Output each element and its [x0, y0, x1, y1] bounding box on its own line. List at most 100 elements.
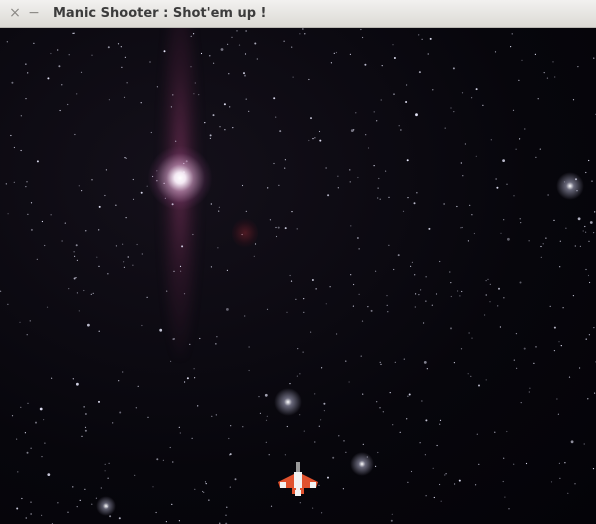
star	[503, 457, 505, 459]
star	[132, 264, 134, 266]
star	[503, 297, 505, 299]
star	[43, 419, 45, 421]
star	[515, 333, 518, 335]
star	[496, 186, 499, 189]
star	[502, 480, 504, 483]
star	[64, 222, 66, 224]
star	[30, 447, 32, 449]
star	[533, 362, 535, 364]
minimize-icon[interactable]: −	[28, 5, 40, 21]
star	[370, 309, 373, 312]
star	[391, 513, 393, 515]
star	[594, 392, 596, 394]
star	[321, 512, 323, 514]
star	[332, 456, 335, 459]
star	[342, 488, 344, 490]
star	[227, 43, 229, 45]
star	[439, 423, 441, 425]
star	[109, 515, 112, 518]
star	[275, 235, 278, 238]
star	[78, 185, 80, 187]
star	[415, 113, 418, 117]
star	[529, 387, 531, 389]
player-spaceship-icon	[278, 462, 318, 496]
star	[20, 406, 22, 408]
star	[484, 314, 486, 316]
star	[104, 470, 106, 472]
star	[513, 463, 515, 465]
star	[217, 247, 219, 249]
star	[81, 190, 83, 192]
star	[226, 308, 229, 311]
star	[291, 211, 293, 213]
star	[107, 46, 110, 49]
star	[30, 228, 33, 231]
star	[119, 411, 122, 414]
star	[198, 94, 200, 96]
star	[520, 222, 522, 224]
glowing-star	[350, 452, 374, 476]
star	[450, 327, 452, 330]
star	[454, 483, 456, 485]
star	[585, 171, 587, 174]
star	[420, 289, 422, 291]
star	[410, 470, 413, 473]
star	[546, 77, 549, 79]
title-bar[interactable]: × − Manic Shooter : Shot'em up !	[0, 0, 596, 28]
star	[450, 295, 452, 298]
star	[244, 315, 246, 317]
star	[98, 400, 100, 403]
star	[24, 432, 26, 434]
star	[253, 255, 255, 257]
game-canvas[interactable]	[0, 28, 596, 524]
star	[258, 396, 260, 398]
star	[259, 412, 261, 414]
star	[0, 290, 2, 292]
star	[84, 429, 87, 432]
star	[166, 290, 168, 292]
star	[585, 268, 587, 271]
star	[364, 63, 367, 66]
star	[218, 206, 220, 208]
star	[105, 169, 107, 171]
star	[96, 256, 98, 258]
star	[58, 65, 61, 68]
star	[17, 471, 19, 473]
star	[123, 266, 125, 268]
star	[81, 435, 83, 437]
star	[376, 401, 378, 403]
star	[194, 82, 196, 84]
star	[25, 98, 27, 100]
star	[421, 400, 423, 402]
star	[118, 380, 120, 382]
star	[35, 421, 37, 424]
star	[304, 33, 306, 35]
star	[181, 245, 184, 248]
star	[475, 484, 477, 486]
star	[439, 260, 441, 263]
star	[333, 52, 335, 54]
star	[286, 425, 288, 428]
star	[36, 258, 38, 260]
star	[205, 483, 207, 485]
star	[303, 298, 305, 300]
star	[389, 392, 391, 394]
star	[320, 419, 322, 421]
star	[570, 440, 574, 444]
star	[591, 180, 593, 182]
star	[338, 435, 340, 437]
star	[398, 125, 400, 127]
star	[386, 304, 388, 306]
star	[379, 198, 381, 200]
star	[204, 481, 207, 483]
star	[407, 481, 409, 483]
star	[61, 240, 63, 242]
star	[122, 371, 124, 373]
star	[379, 361, 381, 363]
ship-cannon	[296, 462, 300, 474]
star	[443, 203, 445, 205]
star	[16, 438, 18, 440]
close-icon[interactable]: ×	[9, 5, 21, 21]
star	[245, 210, 247, 212]
star	[593, 57, 595, 59]
